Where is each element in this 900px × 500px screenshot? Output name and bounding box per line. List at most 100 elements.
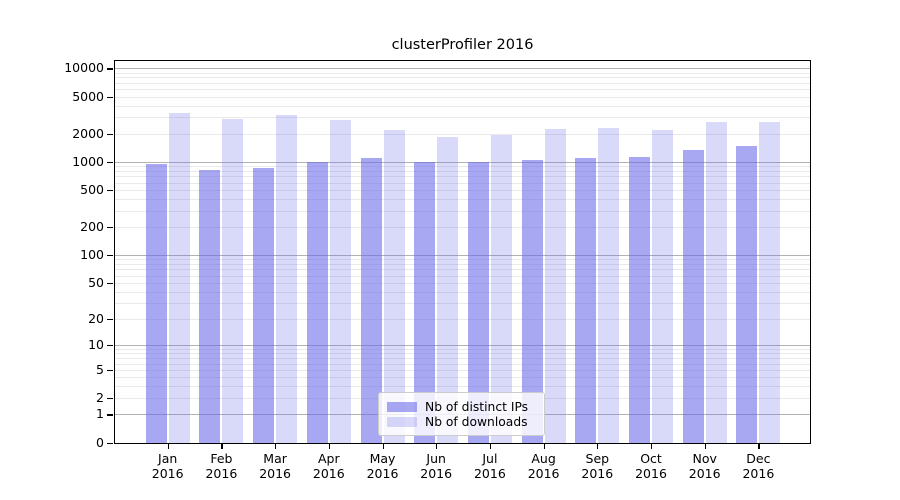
x-tick-label-oct: Oct 2016 [635,450,667,482]
y-tick-label: 5000 [72,88,104,104]
legend-item-distinct-ips: Nb of distinct IPs [387,399,536,414]
bar-downloads-aug [544,128,566,443]
y-tick-mark [107,227,113,229]
bar-downloads-mar [276,115,298,443]
minor-gridline [115,353,810,355]
major-gridline [115,345,810,347]
bar-downloads-jul [490,135,512,443]
x-tick-mark [651,443,653,449]
x-tick-mark [489,443,492,449]
y-tick-mark [107,282,113,285]
x-tick-mark [704,443,706,449]
x-tick-label-jul: Jul 2016 [473,450,506,482]
bar-downloads-jan [168,112,190,443]
y-tick-mark [107,345,113,347]
minor-gridline [115,117,810,119]
bar-ips-feb [199,169,221,443]
minor-gridline [115,303,810,305]
minor-gridline [115,369,810,371]
x-tick-mark [597,443,599,449]
bar-downloads-may [383,130,405,443]
x-tick-label-jan: Jan 2016 [151,450,184,482]
minor-gridline [115,133,810,135]
y-tick-mark [107,190,113,192]
plot-area [114,60,811,444]
x-tick-label-mar: Mar 2016 [259,450,291,482]
bar-ips-mar [253,167,275,443]
x-tick-label-feb: Feb 2016 [205,450,238,482]
minor-gridline [115,282,810,284]
y-tick-label: 0 [96,434,104,450]
y-tick-mark [107,414,113,416]
x-tick-mark [758,443,760,449]
x-tick-label-may: May 2016 [366,450,399,482]
minor-gridline [115,210,810,212]
bar-ips-jul [467,161,489,443]
bar-ips-may [360,158,382,443]
minor-gridline [115,199,810,201]
minor-gridline [115,82,810,84]
x-tick-mark [221,443,223,449]
y-tick-mark [107,96,113,98]
x-tick-label-sep: Sep 2016 [581,450,614,482]
y-tick-label: 2 [96,389,104,405]
x-tick-mark [275,443,277,449]
y-tick-label: 2000 [72,125,104,141]
bar-ips-oct [629,157,650,443]
y-tick-mark [107,255,113,257]
chart-title: clusterProfiler 2016 [391,37,534,53]
bar-ips-apr [306,161,328,443]
minor-gridline [115,377,810,379]
x-tick-label-aug: Aug 2016 [527,450,560,482]
legend-item-downloads: Nb of downloads [387,414,536,429]
minor-gridline [115,269,810,271]
y-tick-mark [107,161,113,164]
major-gridline [115,255,810,257]
minor-gridline [115,190,810,192]
bar-downloads-sep [598,128,620,443]
x-tick-label-dec: Dec 2016 [742,450,775,482]
x-tick-label-jun: Jun 2016 [420,450,453,482]
minor-gridline [115,349,810,351]
minor-gridline [115,166,810,168]
major-gridline [115,161,810,163]
x-tick-mark [328,443,330,449]
y-tick-label: 50 [88,274,104,290]
y-tick-label: 1 [96,406,104,422]
bar-downloads-jun [437,136,459,443]
x-tick-mark [436,443,438,449]
bar-downloads-feb [222,119,244,443]
y-tick-mark [107,442,113,444]
x-tick-label-apr: Apr 2016 [312,450,345,482]
legend-label: Nb of distinct IPs [425,399,529,414]
y-tick-label: 5 [96,361,104,377]
y-tick-mark [107,133,113,135]
minor-gridline [115,363,810,365]
minor-gridline [115,386,810,388]
minor-gridline [115,227,810,229]
minor-gridline [115,318,810,320]
minor-gridline [115,72,810,74]
bar-ips-dec [736,146,758,443]
x-tick-mark [167,443,169,449]
bar-ips-sep [575,158,597,443]
y-tick-mark [107,68,113,70]
y-tick-label: 500 [80,182,104,198]
minor-gridline [115,77,810,79]
legend-label: Nb of downloads [425,414,528,429]
legend-swatch-distinct-ips [387,401,417,412]
y-tick-label: 10000 [64,60,104,76]
bar-downloads-apr [329,119,351,443]
y-tick-mark [107,318,113,321]
legend-swatch-downloads [387,416,417,427]
legend: Nb of distinct IPs Nb of downloads [378,392,545,436]
x-tick-mark [543,443,545,449]
minor-gridline [115,89,810,91]
minor-gridline [115,358,810,360]
y-tick-label: 1000 [72,153,104,169]
bar-ips-jun [414,161,436,443]
y-tick-label: 100 [80,247,104,263]
bar-downloads-oct [652,130,673,443]
minor-gridline [115,182,810,184]
